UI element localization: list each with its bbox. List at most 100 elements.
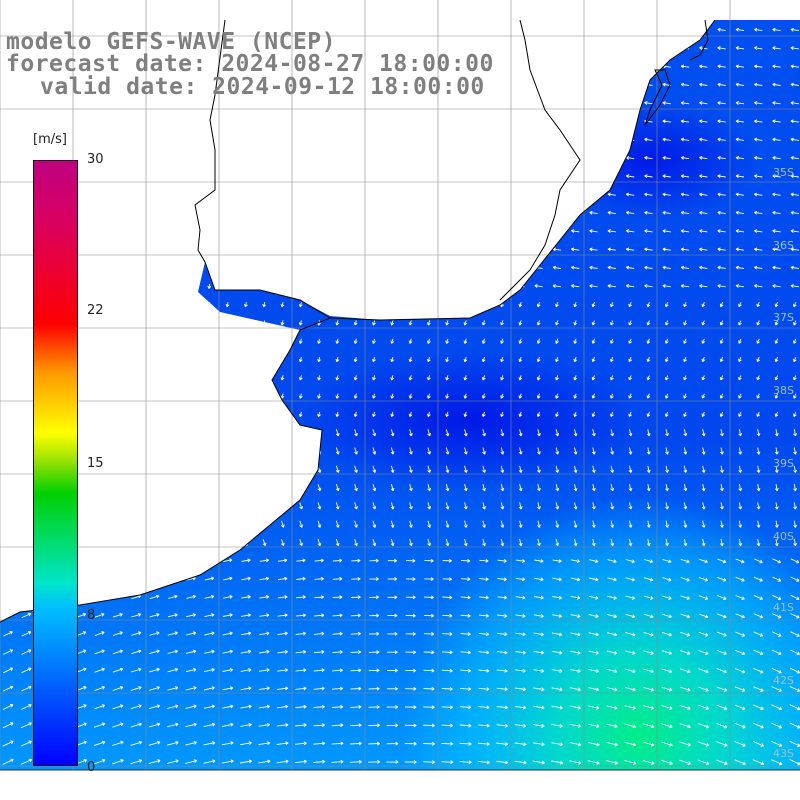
wind-arrow — [277, 613, 288, 618]
wind-arrow — [115, 411, 120, 418]
wind-arrow — [555, 465, 560, 473]
wind-arrow — [552, 137, 562, 142]
wind-arrow — [299, 502, 304, 510]
wind-arrow — [756, 320, 760, 326]
wind-arrow — [258, 686, 270, 691]
wind-arrow — [552, 632, 563, 637]
wind-arrow — [97, 538, 102, 547]
wind-arrow — [331, 759, 344, 764]
wind-arrow — [317, 192, 321, 198]
wind-arrow — [372, 45, 376, 52]
wind-arrow — [643, 595, 654, 600]
wind-arrow — [427, 483, 432, 492]
wind-arrow — [24, 82, 29, 88]
wind-arrow — [170, 100, 175, 106]
wind-arrow — [793, 502, 798, 510]
wind-arrow — [116, 465, 121, 473]
wind-arrow — [683, 356, 687, 363]
wind-arrow — [441, 760, 454, 765]
wind-arrow — [463, 301, 468, 308]
wind-arrow — [537, 465, 541, 473]
wind-arrow — [607, 101, 616, 105]
wind-arrow — [152, 356, 157, 363]
wind-arrow — [243, 173, 248, 180]
wind-arrow — [152, 210, 157, 216]
wind-arrow — [463, 192, 468, 198]
wind-arrow — [207, 502, 212, 510]
wind-arrow — [772, 101, 781, 105]
wind-arrow — [166, 740, 179, 746]
wind-arrow — [189, 173, 193, 180]
wind-arrow — [262, 265, 267, 271]
wind-arrow — [24, 155, 29, 161]
wind-arrow — [516, 155, 525, 160]
wind-arrow — [661, 705, 673, 710]
wind-arrow — [331, 723, 344, 728]
wind-arrow — [131, 612, 142, 618]
wind-arrow — [735, 82, 745, 87]
wind-arrow — [772, 64, 781, 69]
wind-arrow — [460, 595, 471, 600]
wind-arrow — [277, 558, 288, 563]
wind-arrow — [317, 118, 321, 125]
wind-arrow — [552, 82, 562, 87]
wind-arrow — [280, 247, 285, 253]
wind-arrow — [243, 393, 248, 399]
wind-arrow — [518, 356, 523, 363]
wind-arrow — [771, 649, 782, 656]
wind-arrow — [573, 356, 578, 363]
wind-arrow — [353, 45, 358, 52]
wind-arrow — [335, 283, 340, 289]
wind-arrow — [409, 483, 413, 492]
wind-arrow — [445, 173, 450, 180]
wind-arrow — [185, 667, 197, 673]
wind-arrow — [225, 173, 230, 180]
wind-arrow — [295, 686, 307, 691]
wind-arrow — [204, 631, 215, 636]
wind-arrow — [94, 667, 105, 673]
wind-arrow — [225, 192, 230, 198]
wind-arrow — [225, 265, 230, 271]
wind-arrow — [717, 46, 726, 50]
wind-arrow — [97, 100, 102, 106]
lat-label: 38S — [773, 384, 794, 397]
wind-arrow — [313, 686, 325, 691]
wind-arrow — [277, 631, 288, 636]
wind-arrow — [719, 393, 724, 399]
wind-arrow — [735, 284, 745, 288]
wind-arrow — [610, 302, 614, 308]
wind-arrow — [207, 375, 212, 381]
wind-arrow — [573, 465, 578, 473]
wind-arrow — [587, 760, 600, 765]
wind-arrow — [405, 577, 416, 581]
wind-arrow — [772, 155, 781, 160]
wind-arrow — [317, 283, 321, 289]
wind-arrow — [497, 210, 507, 215]
wind-arrow — [225, 100, 230, 106]
wind-arrow — [20, 722, 32, 729]
wind-arrow — [701, 375, 706, 381]
wind-arrow — [496, 687, 508, 692]
wind-arrow — [644, 27, 653, 32]
wind-arrow — [387, 558, 398, 563]
wind-arrow — [754, 119, 763, 124]
wind-arrow — [390, 228, 395, 235]
wind-arrow — [774, 356, 779, 363]
wind-arrow — [280, 118, 285, 125]
wind-arrow — [463, 228, 468, 235]
wind-arrow — [445, 45, 450, 52]
wind-arrow — [244, 447, 249, 455]
wind-arrow — [185, 649, 197, 654]
wind-arrow — [277, 595, 288, 599]
wind-arrow — [130, 667, 142, 673]
wind-arrow — [295, 723, 307, 727]
wind-arrow — [390, 338, 395, 344]
wind-arrow — [317, 301, 321, 308]
wind-arrow — [515, 632, 526, 637]
wind-arrow — [299, 429, 304, 437]
wind-arrow — [680, 631, 691, 637]
wind-arrow — [369, 595, 380, 600]
wind-arrow — [390, 283, 395, 289]
wind-arrow — [276, 741, 289, 746]
wind-arrow — [262, 484, 267, 492]
